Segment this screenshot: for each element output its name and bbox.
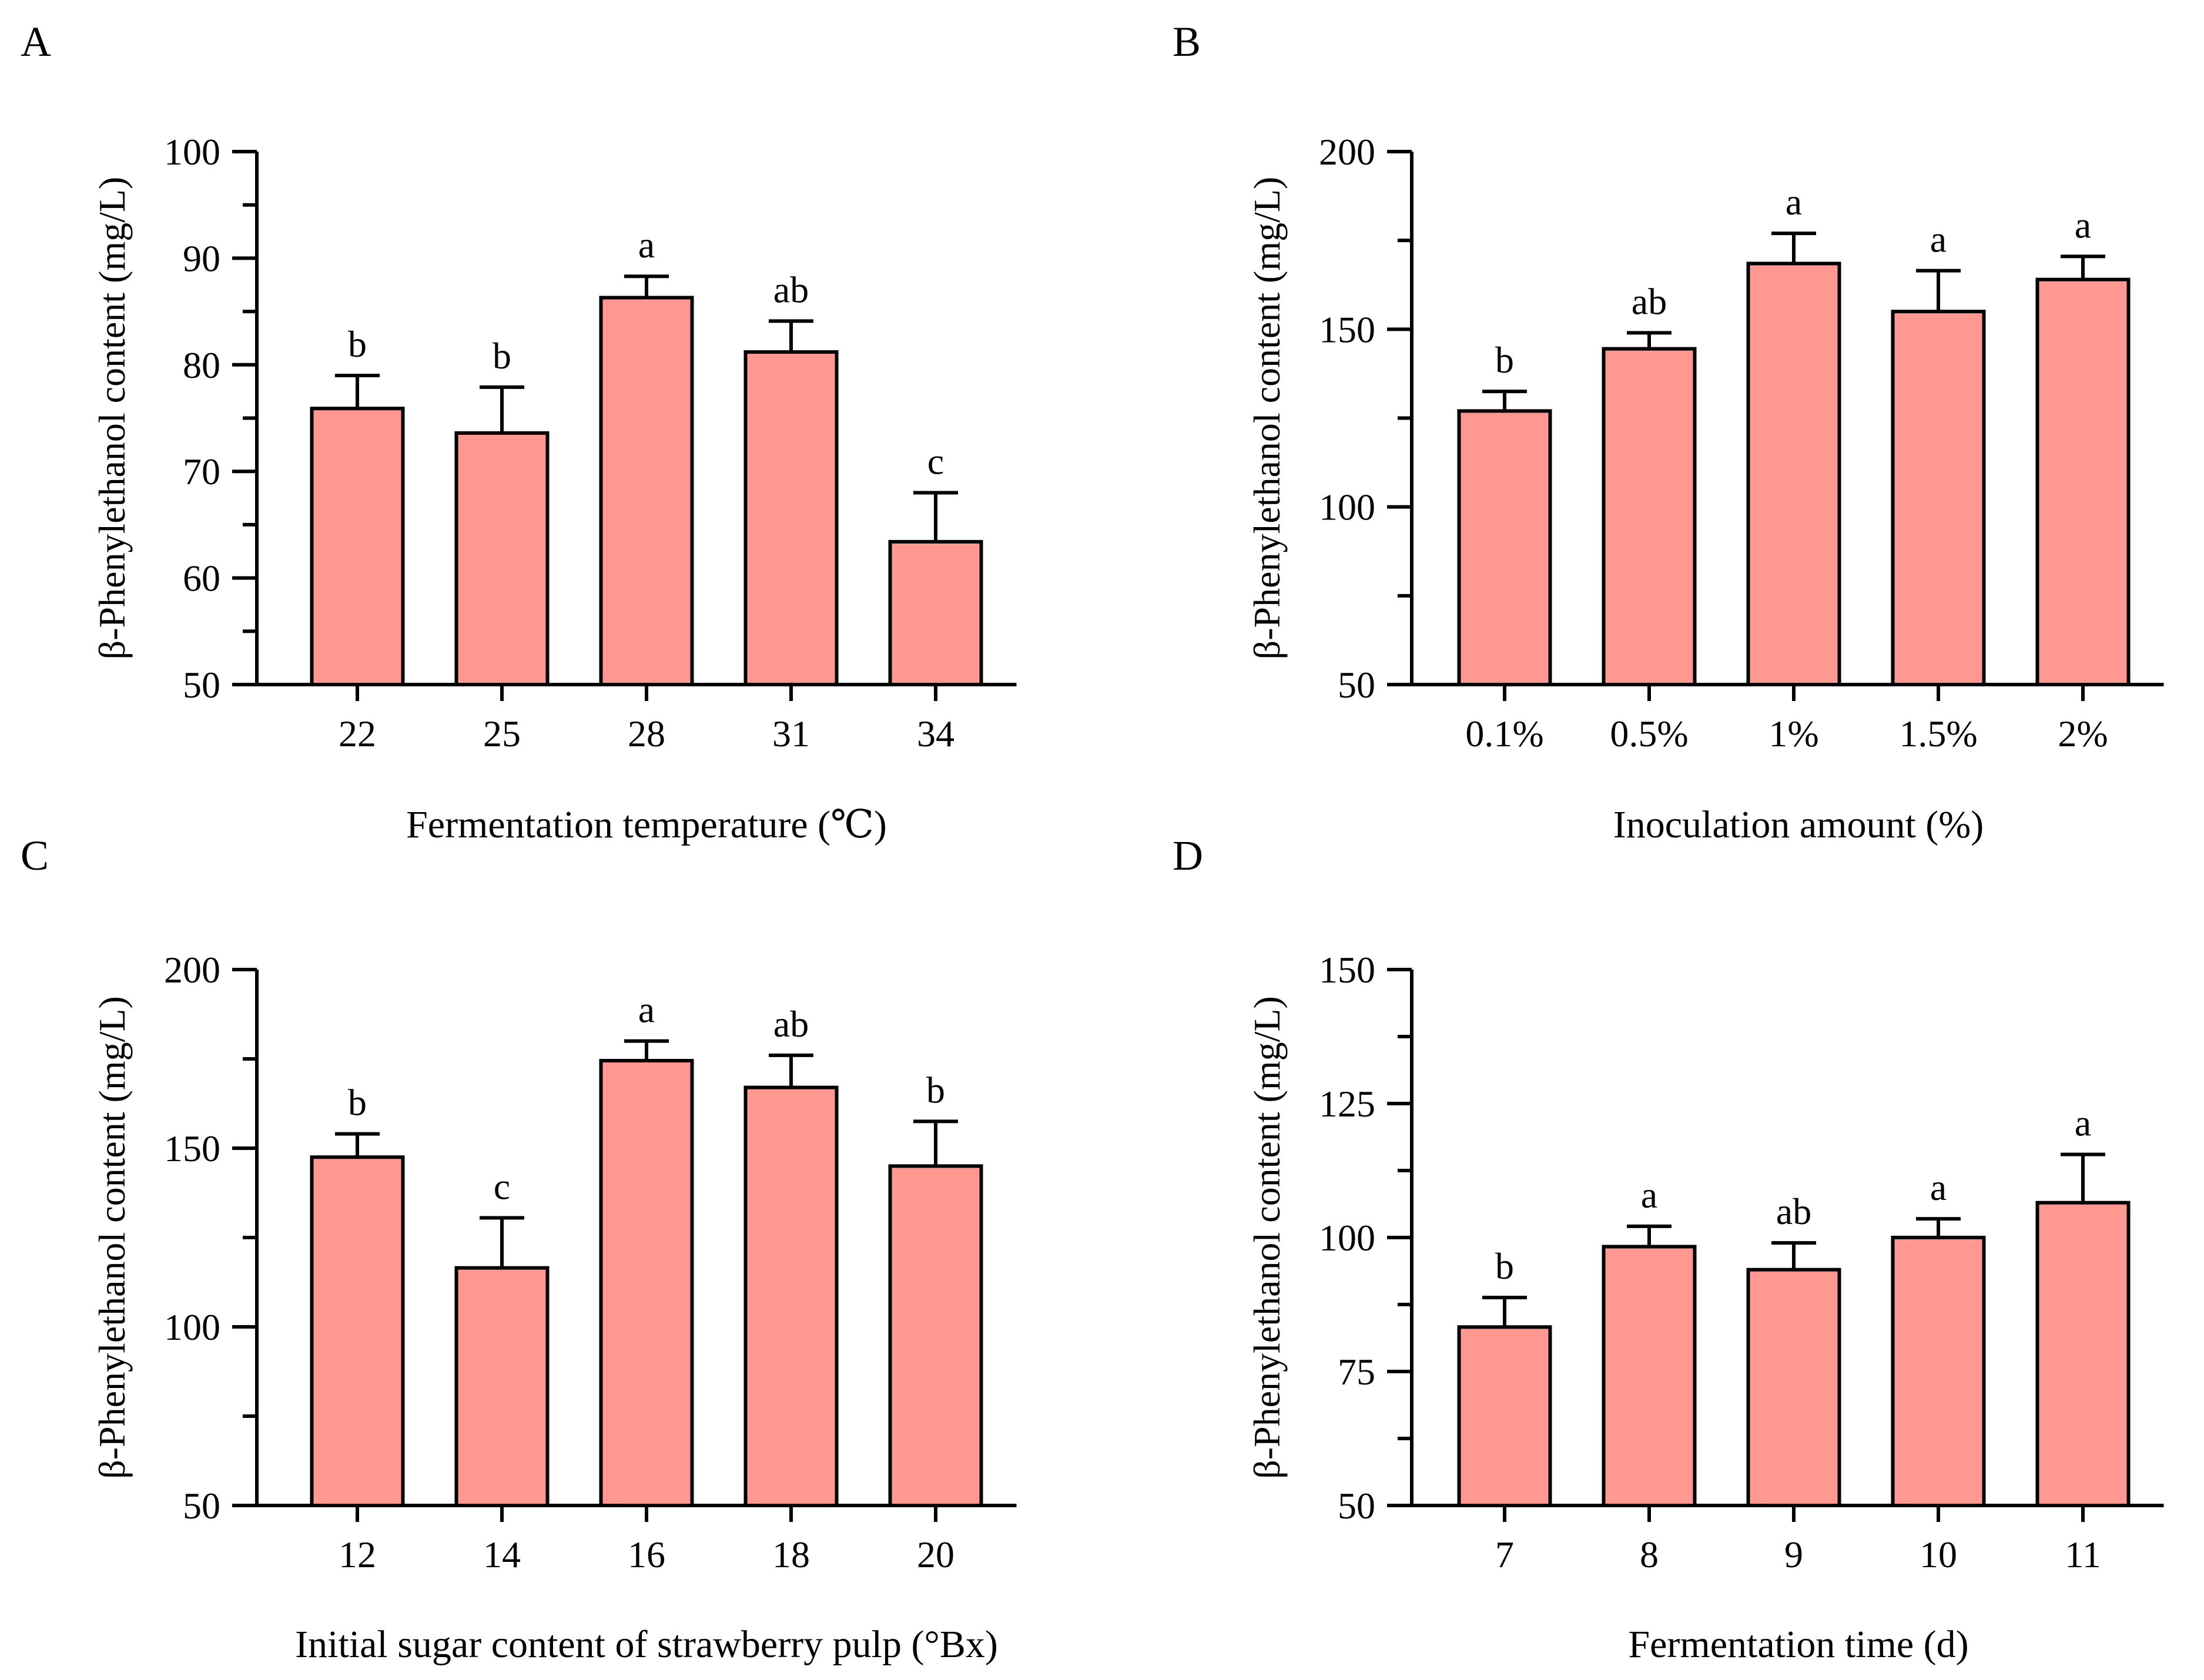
panel-b-significance: b [1495, 339, 1514, 381]
panel-d-significance: a [2075, 1102, 2091, 1144]
panel-d-x-tick-label: 8 [1640, 1534, 1659, 1575]
panel-b-bar-15 [1891, 310, 1986, 686]
panel-a-bar-22 [310, 407, 405, 686]
panel-d-y-axis-title: β-Phenylethanol content (mg/L) [1246, 996, 1288, 1479]
panel-d-y-tick-label: 100 [1319, 1217, 1375, 1259]
panel-c-x-tick-label: 18 [772, 1534, 810, 1575]
panel-c-bar-18 [743, 1085, 839, 1507]
panel-c-bar-16 [599, 1059, 694, 1508]
panel-c-x-tick-label: 20 [917, 1534, 954, 1575]
panel-b-significance: a [1786, 181, 1802, 223]
panel-b-x-tick-label: 0.1% [1465, 713, 1543, 755]
panel-a-x-tick-label: 31 [772, 713, 810, 755]
panel-c-y-tick-label: 100 [164, 1306, 220, 1348]
panel-a-label: A [21, 18, 51, 65]
panel-d-bar-9 [1746, 1267, 1841, 1507]
panel-a-x-axis-title: Fermentation temperature (℃) [406, 803, 887, 846]
panel-b-y-tick-label: 200 [1319, 131, 1375, 173]
panel-c-significance: b [926, 1069, 945, 1111]
panel-d-y-tick-label: 75 [1338, 1351, 1375, 1393]
panel-c-x-tick-label: 14 [483, 1534, 521, 1575]
panel-a-x-tick-label: 34 [917, 713, 954, 755]
panel-c-y-tick-label: 200 [164, 949, 220, 991]
panel-c-x-tick-label: 12 [339, 1534, 376, 1575]
panel-d-label: D [1173, 832, 1203, 879]
panel-c-y-tick-label: 150 [164, 1128, 220, 1169]
panel-a-x-tick-label: 22 [339, 713, 376, 755]
panel-d-bar-8 [1602, 1245, 1697, 1507]
panel-a-significance: b [348, 323, 367, 365]
panel-d-y-tick-label: 125 [1319, 1083, 1375, 1125]
panel-a-bar-31 [743, 350, 839, 686]
panel-b-bar-1 [1746, 261, 1841, 687]
panel-d-significance: ab [1776, 1191, 1811, 1232]
panel-d-x-tick-label: 10 [1920, 1534, 1957, 1575]
panel-b-y-tick-label: 50 [1338, 664, 1375, 706]
panel-b-y-tick-label: 100 [1319, 487, 1375, 528]
panel-a-y-tick-label: 70 [183, 451, 220, 492]
panel-d-bar-11 [2035, 1201, 2131, 1507]
panel-b-x-tick-label: 1% [1768, 713, 1818, 755]
panel-a-x-tick-label: 28 [628, 713, 665, 755]
panel-b-x-tick-label: 2% [2058, 713, 2108, 755]
panel-a-significance: a [638, 224, 655, 266]
panel-c-significance: c [494, 1166, 510, 1208]
panel-b-bar-01 [1457, 409, 1552, 686]
panel-a-y-tick-label: 100 [164, 131, 220, 173]
panel-b-label: B [1173, 18, 1201, 65]
panel-b-x-axis-title: Inoculation amount (%) [1613, 803, 1984, 846]
panel-c-significance: b [348, 1082, 367, 1124]
panel-a-bar-28 [599, 296, 694, 686]
panel-a-y-tick-label: 90 [183, 237, 220, 279]
panel-c-significance: ab [773, 1003, 809, 1045]
panel-b-significance: ab [1632, 280, 1667, 322]
panel-d-x-tick-label: 9 [1784, 1534, 1803, 1575]
panel-d-significance: a [1930, 1166, 1947, 1208]
panel-d-y-tick-label: 50 [1338, 1485, 1375, 1527]
panel-c-bar-20 [888, 1164, 983, 1507]
panel-c-significance: a [638, 989, 655, 1031]
panel-c-bar-14 [454, 1266, 550, 1507]
panel-a-y-tick-label: 50 [183, 664, 220, 706]
panel-d-bar-7 [1457, 1325, 1552, 1507]
panel-a-significance: c [927, 440, 944, 482]
panel-c-y-tick-label: 50 [183, 1485, 220, 1527]
panel-b-bar-2 [2035, 277, 2131, 686]
panel-d-significance: b [1495, 1245, 1514, 1287]
panel-b-x-tick-label: 0.5% [1610, 713, 1688, 755]
panel-b-significance: a [1930, 219, 1947, 260]
panel-d-x-axis-title: Fermentation time (d) [1628, 1623, 1968, 1666]
panel-d-x-tick-label: 11 [2065, 1534, 2101, 1575]
panel-c-x-tick-label: 16 [628, 1534, 665, 1575]
panel-c-bar-12 [310, 1155, 405, 1507]
panel-d-bar-10 [1891, 1236, 1986, 1507]
panel-a-y-tick-label: 80 [183, 344, 220, 386]
panel-c-y-axis-title: β-Phenylethanol content (mg/L) [91, 996, 133, 1479]
panel-d-significance: a [1641, 1174, 1657, 1216]
panel-a-y-tick-label: 60 [183, 558, 220, 599]
panel-a-significance: b [493, 335, 511, 377]
panel-c-x-axis-title: Initial sugar content of strawberry pulp… [295, 1623, 998, 1666]
panel-a-bar-25 [454, 431, 550, 686]
panel-a-y-axis-title: β-Phenylethanol content (mg/L) [91, 177, 133, 660]
panel-d-y-tick-label: 150 [1319, 949, 1375, 991]
panel-a-x-tick-label: 25 [483, 713, 521, 755]
panel-a-significance: ab [773, 269, 809, 310]
panel-b-bar-05 [1602, 347, 1697, 686]
panel-c-label: C [21, 832, 49, 879]
panel-b-x-tick-label: 1.5% [1899, 713, 1977, 755]
panel-d-x-tick-label: 7 [1495, 1534, 1514, 1575]
panel-b-significance: a [2075, 204, 2091, 246]
panel-b-y-tick-label: 150 [1319, 308, 1375, 350]
panel-b-y-axis-title: β-Phenylethanol content (mg/L) [1246, 177, 1288, 660]
panel-a-bar-34 [888, 539, 983, 687]
